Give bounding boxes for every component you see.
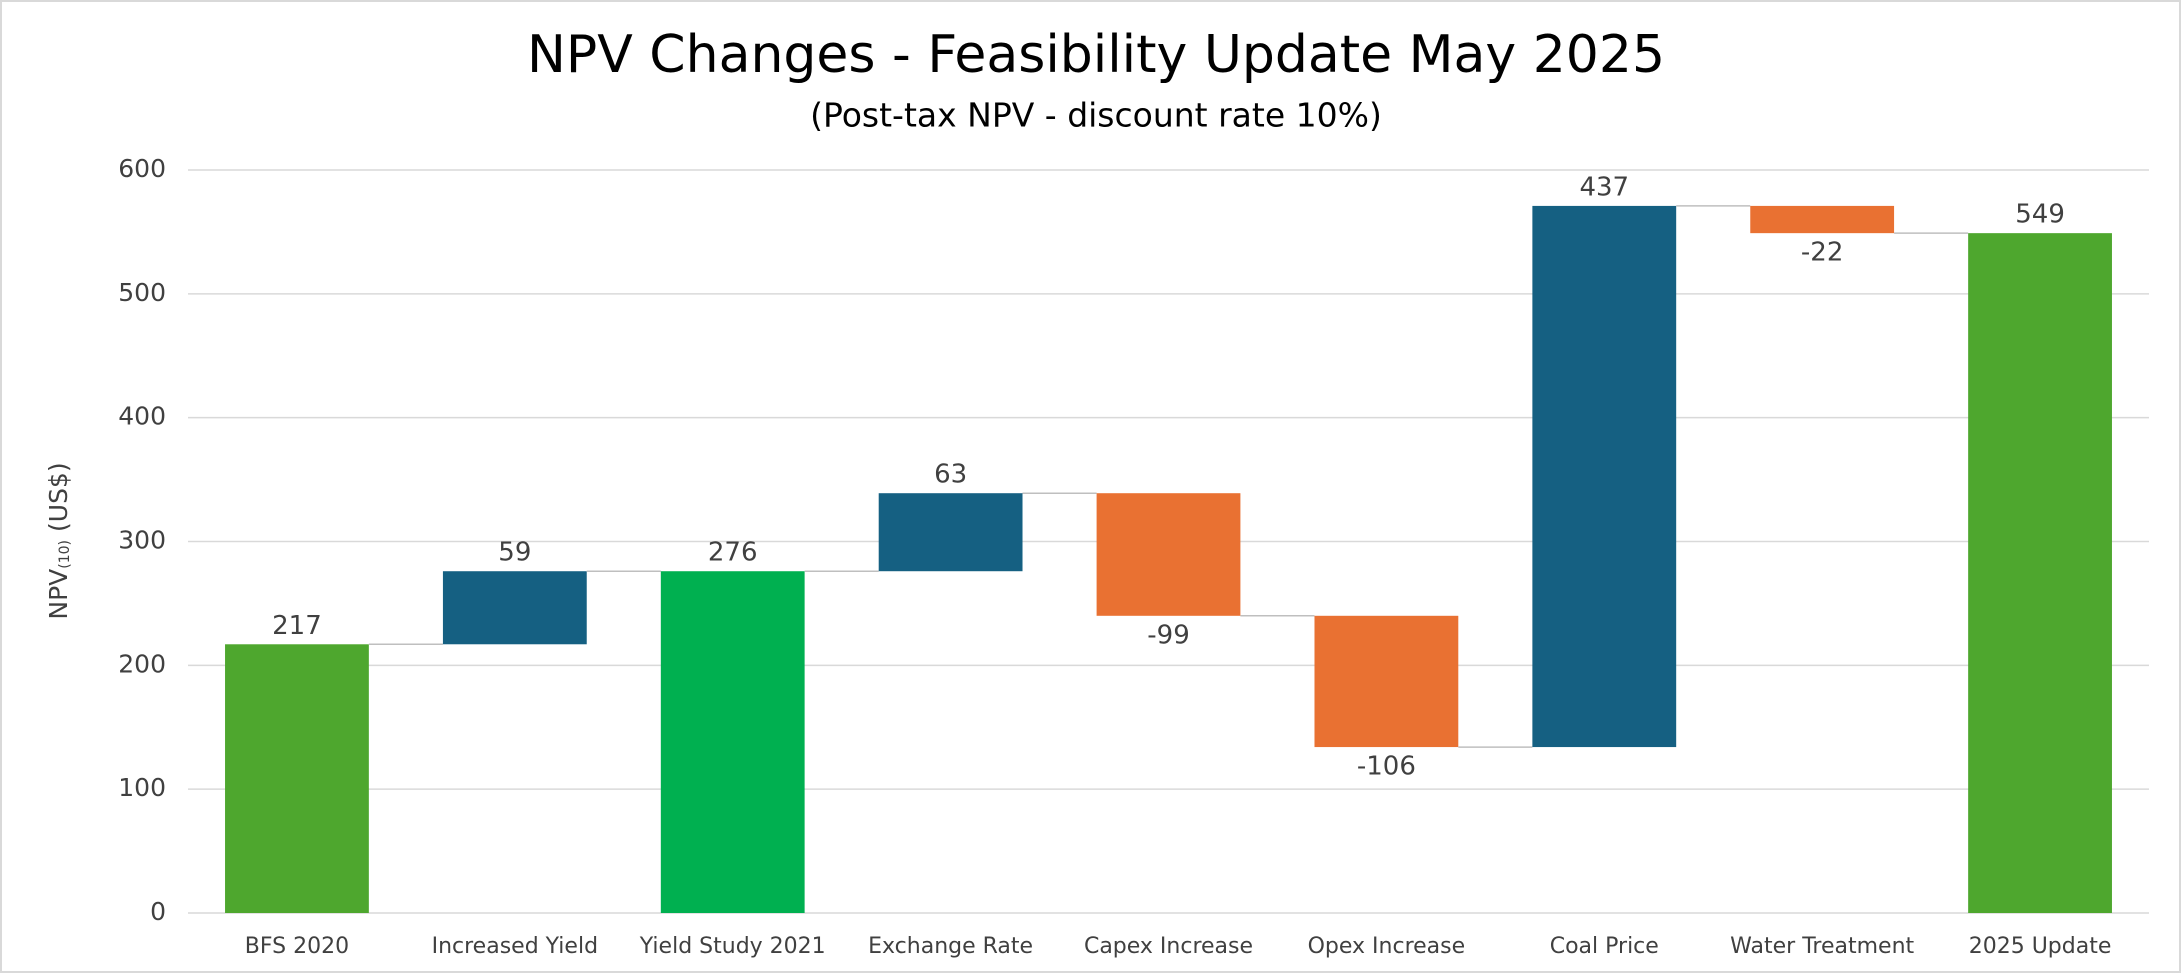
y-label-main: NPV (44, 569, 73, 620)
y-axis-label: NPV(10) (US$) (44, 462, 73, 619)
y-label-unit: (US$) (44, 462, 73, 532)
x-tick-label: Exchange Rate (868, 934, 1033, 959)
y-tick-label: 400 (118, 402, 166, 431)
bar (1750, 205, 1895, 234)
bar (1314, 615, 1459, 748)
chart-title: NPV Changes - Feasibility Update May 202… (527, 25, 1665, 85)
chart-subtitle: (Post-tax NPV - discount rate 10%) (810, 96, 1382, 135)
x-tick-label: Water Treatment (1730, 934, 1914, 959)
y-tick-label: 600 (118, 154, 166, 183)
data-label: 63 (934, 460, 967, 490)
bar (878, 493, 1023, 572)
x-tick-label: Yield Study 2021 (639, 934, 826, 959)
data-label: -22 (1801, 238, 1843, 268)
y-tick-label: 200 (118, 649, 166, 678)
bar (1968, 233, 2112, 913)
y-tick-label: 300 (118, 526, 166, 555)
x-tick-label: BFS 2020 (245, 934, 349, 959)
bar (1532, 205, 1677, 748)
data-label: 59 (498, 538, 531, 568)
data-label: -106 (1357, 752, 1416, 782)
y-tick-label: 0 (150, 897, 166, 926)
x-tick-label: Increased Yield (432, 934, 598, 959)
bar (660, 571, 805, 913)
data-label: -99 (1147, 620, 1189, 650)
data-label: 217 (272, 611, 322, 641)
y-tick-label: 500 (118, 278, 166, 307)
x-tick-label: Opex Increase (1308, 934, 1466, 959)
y-label-subscript: (10) (57, 540, 73, 569)
bar (1096, 493, 1241, 616)
x-tick-label: 2025 Update (1969, 934, 2112, 959)
bar (442, 571, 587, 645)
data-label: 549 (2015, 200, 2065, 230)
x-tick-label: Capex Increase (1084, 934, 1253, 959)
x-tick-label: Coal Price (1550, 934, 1659, 959)
data-label: 437 (1579, 172, 1629, 202)
data-label: 276 (708, 538, 758, 568)
bar (225, 644, 369, 913)
y-tick-label: 100 (118, 773, 166, 802)
